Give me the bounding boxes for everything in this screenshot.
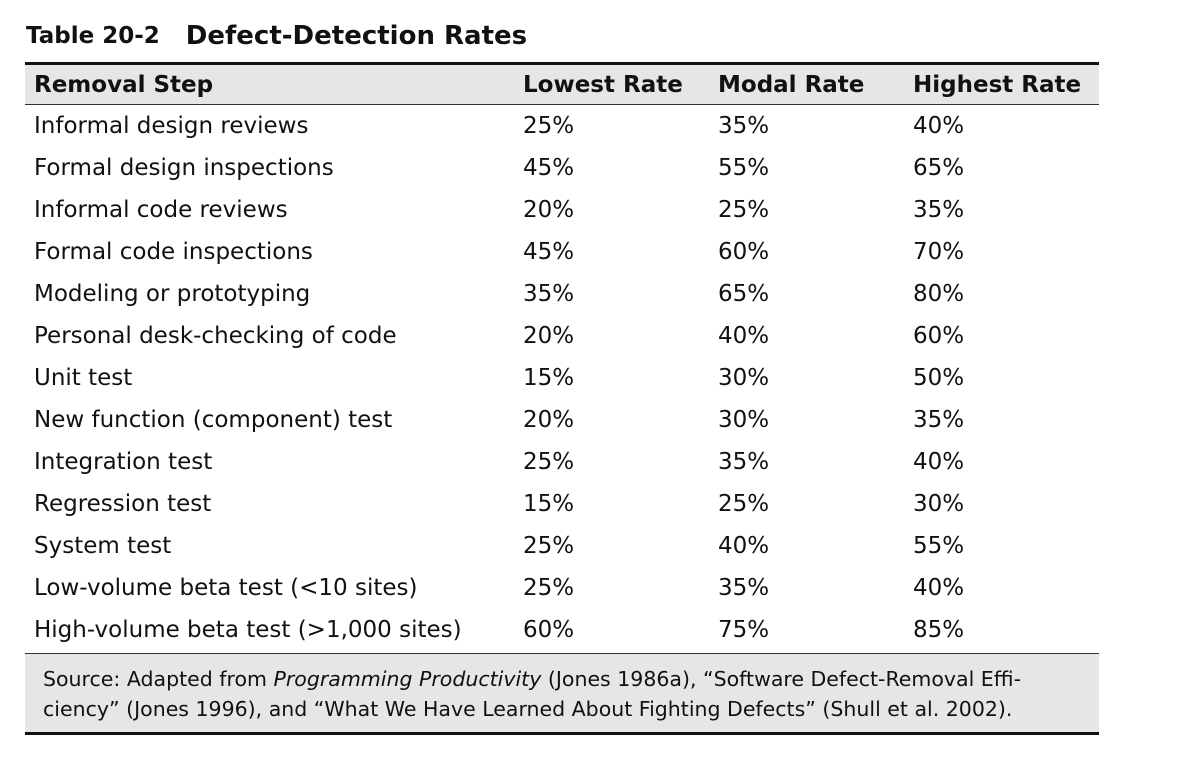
source-note: Source: Adapted from Programming Product…	[25, 653, 1099, 735]
cell-modal-rate: 30%	[718, 407, 770, 433]
table-body: Informal design reviews 25% 35% 40% Form…	[25, 105, 1099, 652]
cell-lowest-rate: 45%	[523, 155, 575, 181]
cell-highest-rate: 65%	[913, 155, 965, 181]
cell-modal-rate: 75%	[718, 617, 770, 643]
cell-modal-rate: 25%	[718, 491, 770, 517]
cell-modal-rate: 40%	[718, 533, 770, 559]
cell-highest-rate: 40%	[913, 575, 965, 601]
cell-highest-rate: 35%	[913, 407, 965, 433]
cell-modal-rate: 30%	[718, 365, 770, 391]
cell-lowest-rate: 20%	[523, 407, 575, 433]
cell-removal-step: Formal design inspections	[34, 155, 334, 181]
cell-lowest-rate: 60%	[523, 617, 575, 643]
source-book-title: Programming Productivity	[273, 667, 542, 691]
table-row: Integration test 25% 35% 40%	[25, 441, 1099, 483]
cell-lowest-rate: 45%	[523, 239, 575, 265]
table-row: Formal design inspections 45% 55% 65%	[25, 147, 1099, 189]
cell-lowest-rate: 25%	[523, 575, 575, 601]
cell-lowest-rate: 25%	[523, 533, 575, 559]
cell-modal-rate: 35%	[718, 449, 770, 475]
defect-rates-table-container: Removal Step Lowest Rate Modal Rate High…	[25, 62, 1099, 651]
header-modal-rate: Modal Rate	[709, 62, 904, 105]
cell-modal-rate: 65%	[718, 281, 770, 307]
cell-removal-step: New function (component) test	[34, 407, 393, 433]
cell-highest-rate: 30%	[913, 491, 965, 517]
cell-removal-step: Modeling or prototyping	[34, 281, 311, 307]
header-row: Removal Step Lowest Rate Modal Rate High…	[25, 62, 1099, 105]
table-row: Informal design reviews 25% 35% 40%	[25, 105, 1099, 148]
table-row: Modeling or prototyping 35% 65% 80%	[25, 273, 1099, 315]
cell-modal-rate: 40%	[718, 323, 770, 349]
source-line-1: Source: Adapted from Programming Product…	[43, 664, 1081, 694]
cell-removal-step: Personal desk-checking of code	[34, 323, 397, 349]
cell-highest-rate: 55%	[913, 533, 965, 559]
cell-highest-rate: 85%	[913, 617, 965, 643]
cell-highest-rate: 40%	[913, 449, 965, 475]
cell-lowest-rate: 20%	[523, 197, 575, 223]
source-prefix: Source: Adapted from	[43, 667, 274, 691]
cell-removal-step: Low-volume beta test (<10 sites)	[34, 575, 418, 601]
table-row: Formal code inspections 45% 60% 70%	[25, 231, 1099, 273]
table-row: High-volume beta test (>1,000 sites) 60%…	[25, 609, 1099, 651]
header-lowest-rate: Lowest Rate	[514, 62, 709, 105]
cell-modal-rate: 60%	[718, 239, 770, 265]
cell-highest-rate: 35%	[913, 197, 965, 223]
header-highest-rate: Highest Rate	[904, 62, 1099, 105]
cell-removal-step: High-volume beta test (>1,000 sites)	[34, 617, 462, 643]
cell-modal-rate: 35%	[718, 575, 770, 601]
table-row: Low-volume beta test (<10 sites) 25% 35%…	[25, 567, 1099, 609]
cell-highest-rate: 70%	[913, 239, 965, 265]
table-number: Table 20-2	[26, 23, 160, 49]
cell-modal-rate: 55%	[718, 155, 770, 181]
cell-lowest-rate: 25%	[523, 449, 575, 475]
cell-removal-step: Formal code inspections	[34, 239, 313, 265]
table-row: Unit test 15% 30% 50%	[25, 357, 1099, 399]
cell-highest-rate: 50%	[913, 365, 965, 391]
cell-removal-step: Unit test	[34, 365, 133, 391]
table-title: Defect-Detection Rates	[185, 21, 528, 51]
cell-removal-step: Informal design reviews	[34, 113, 309, 139]
cell-lowest-rate: 25%	[523, 113, 575, 139]
cell-removal-step: Informal code reviews	[34, 197, 288, 223]
cell-lowest-rate: 15%	[523, 365, 575, 391]
table-row: System test 25% 40% 55%	[25, 525, 1099, 567]
table-header: Removal Step Lowest Rate Modal Rate High…	[25, 62, 1099, 105]
table-row: Informal code reviews 20% 25% 35%	[25, 189, 1099, 231]
cell-removal-step: System test	[34, 533, 172, 559]
cell-highest-rate: 40%	[913, 113, 965, 139]
table-caption: Table 20-2 Defect-Detection Rates	[26, 18, 527, 54]
cell-removal-step: Integration test	[34, 449, 213, 475]
header-removal-step: Removal Step	[25, 62, 514, 105]
table-row: New function (component) test 20% 30% 35…	[25, 399, 1099, 441]
source-line-1-rest: (Jones 1986a), “Software Defect-Removal …	[541, 667, 1021, 691]
table-row: Personal desk-checking of code 20% 40% 6…	[25, 315, 1099, 357]
source-line-2: ciency” (Jones 1996), and “What We Have …	[43, 697, 1013, 721]
cell-modal-rate: 35%	[718, 113, 770, 139]
cell-removal-step: Regression test	[34, 491, 212, 517]
cell-modal-rate: 25%	[718, 197, 770, 223]
cell-lowest-rate: 35%	[523, 281, 575, 307]
cell-lowest-rate: 15%	[523, 491, 575, 517]
cell-lowest-rate: 20%	[523, 323, 575, 349]
cell-highest-rate: 80%	[913, 281, 965, 307]
cell-highest-rate: 60%	[913, 323, 965, 349]
defect-rates-table: Removal Step Lowest Rate Modal Rate High…	[25, 62, 1099, 651]
table-row: Regression test 15% 25% 30%	[25, 483, 1099, 525]
